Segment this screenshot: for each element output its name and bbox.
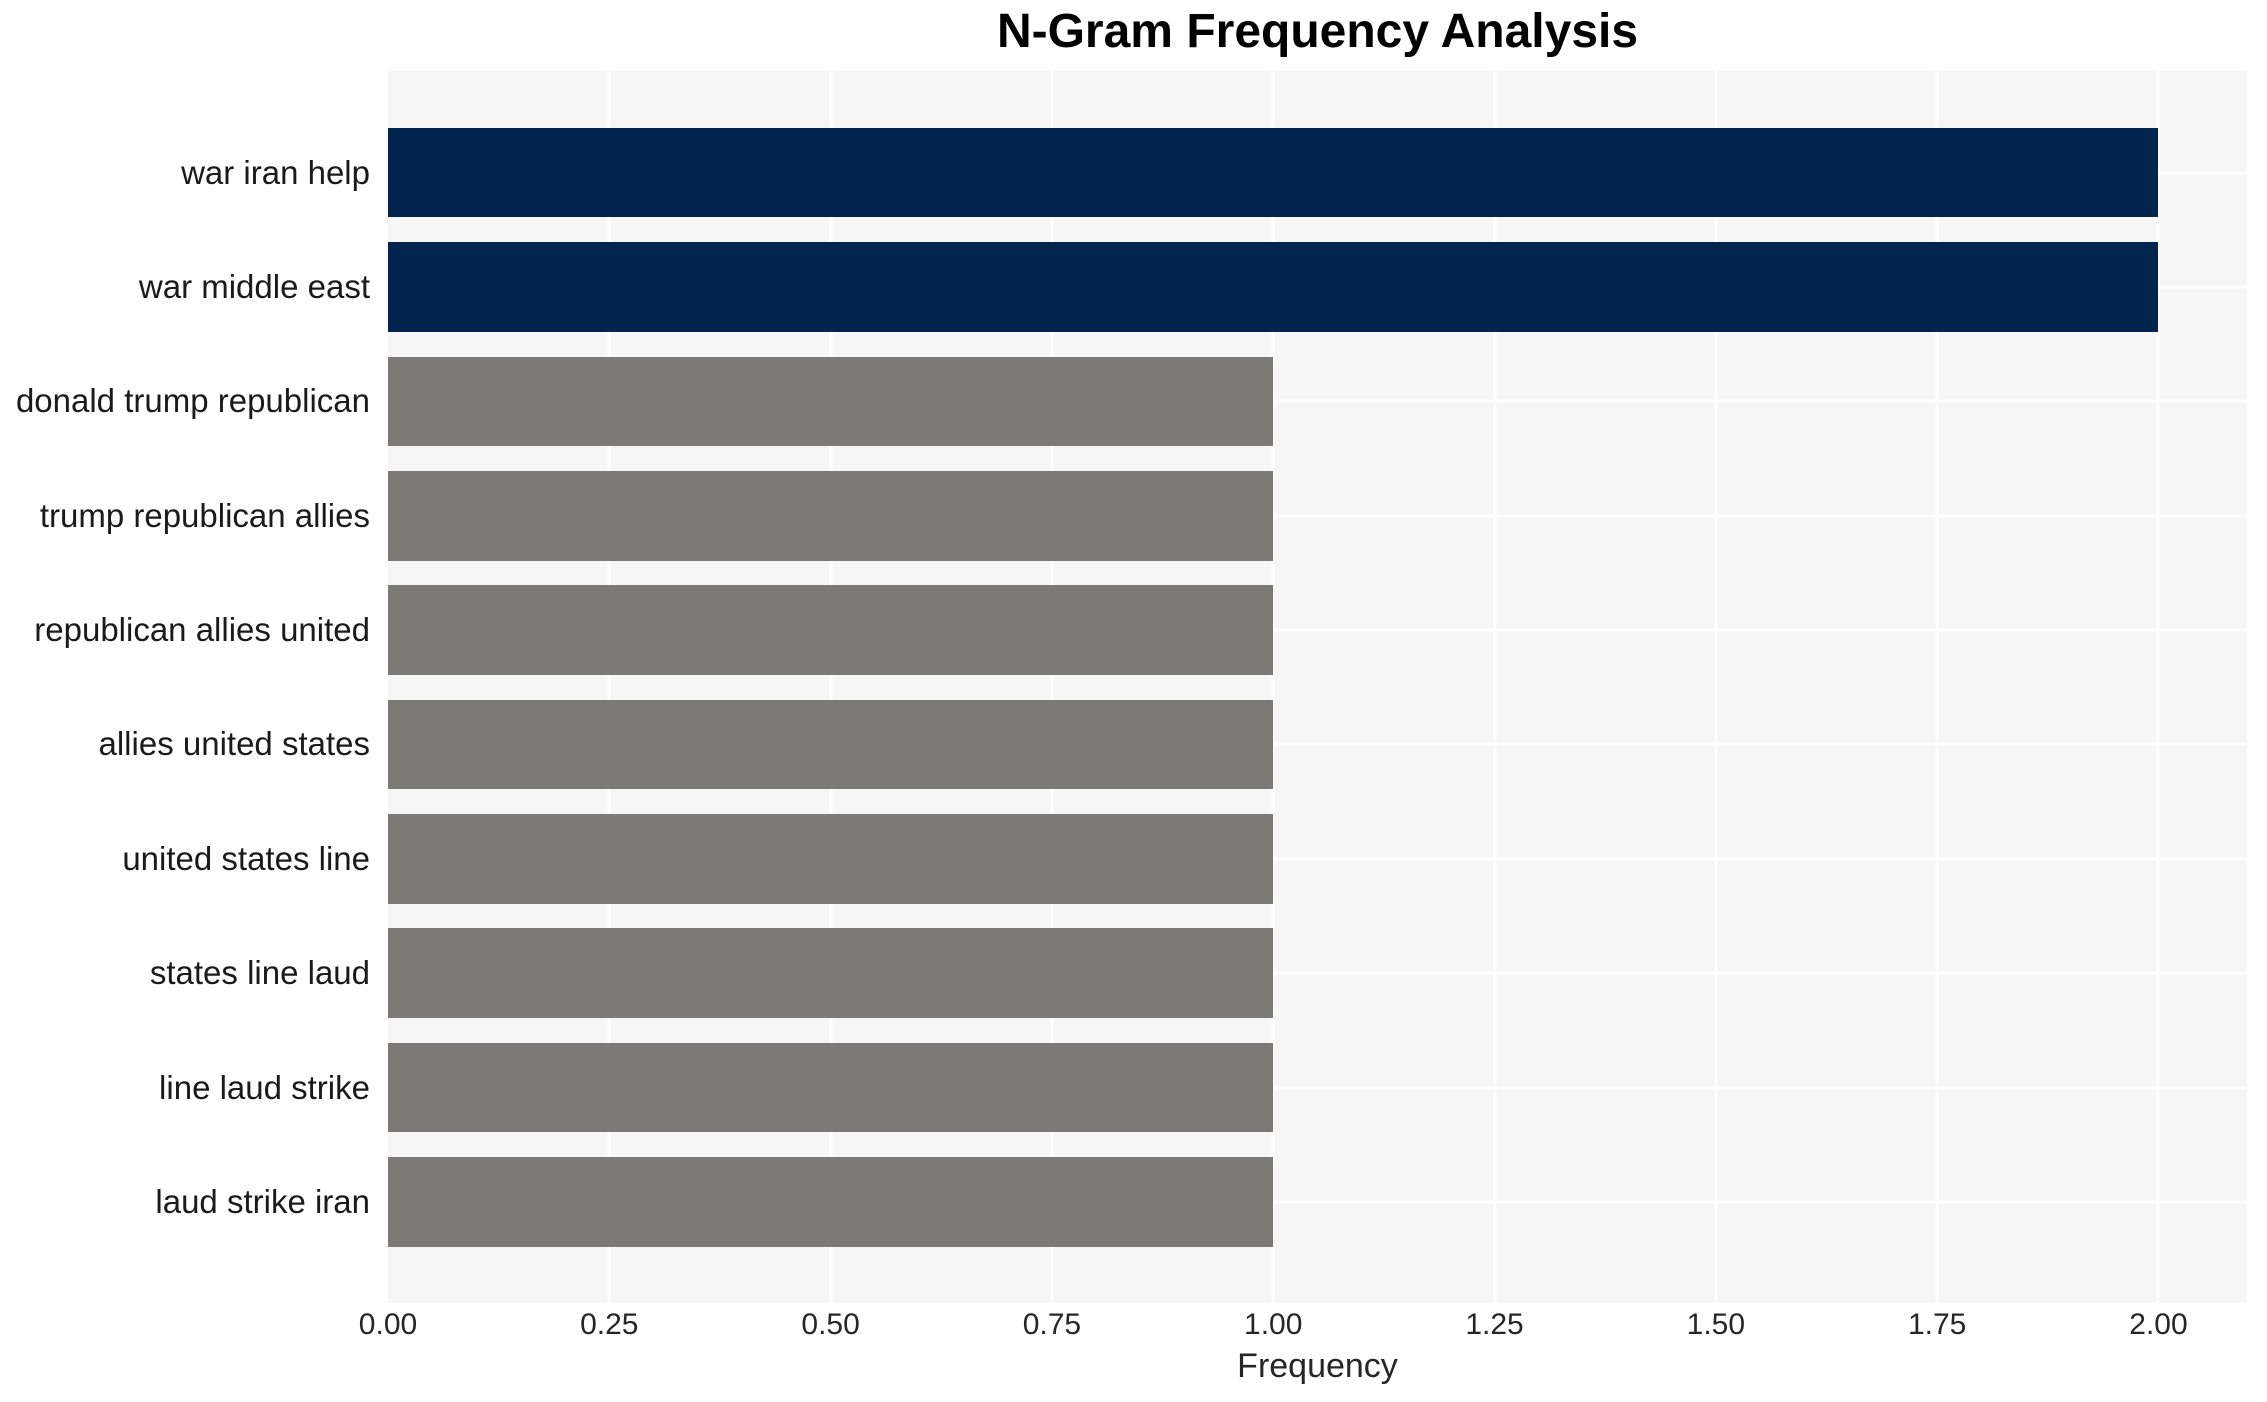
x-tick-label: 1.00 (1244, 1308, 1303, 1341)
vertical-gridline (829, 71, 833, 1303)
bar-trump-republican-allies (388, 471, 1274, 561)
bar-war-iran-help (388, 127, 2159, 218)
y-tick-label: united states line (122, 839, 370, 877)
y-tick-label: line laud strike (159, 1068, 370, 1106)
bar-war-middle-east (388, 242, 2159, 332)
horizontal-gridline (388, 399, 2247, 403)
x-tick-label: 0.75 (1022, 1308, 1082, 1341)
x-tick-label: 2.00 (2129, 1308, 2188, 1341)
x-tick-label: 0.00 (358, 1308, 418, 1341)
chart-title: N-Gram Frequency Analysis (996, 5, 1639, 58)
vertical-gridline (1935, 71, 1939, 1303)
plot-area (388, 71, 2247, 1303)
x-tick-label: 1.75 (1907, 1308, 1967, 1341)
x-tick-label: 0.25 (580, 1308, 639, 1341)
horizontal-gridline (388, 742, 2247, 746)
y-tick-label: donald trump republican (15, 382, 370, 420)
vertical-gridline (1271, 71, 1275, 1303)
y-tick-label: allies united states (98, 725, 371, 763)
y-tick-label: war iran help (181, 153, 370, 191)
x-tick-label: 1.50 (1686, 1308, 1746, 1341)
bar-donald-trump-republican (388, 356, 1274, 447)
y-tick-label: states line laud (149, 954, 370, 992)
vertical-gridline (2156, 71, 2160, 1303)
y-tick-label: republican allies united (34, 611, 370, 649)
vertical-gridline (1714, 71, 1718, 1303)
y-tick-label: trump republican allies (39, 496, 370, 534)
horizontal-gridline (388, 1200, 2247, 1204)
y-tick-label: war middle east (138, 268, 370, 306)
vertical-gridline (607, 71, 611, 1303)
horizontal-gridline (388, 1086, 2247, 1089)
y-tick-label: laud strike iran (155, 1182, 370, 1220)
horizontal-gridline (388, 857, 2247, 861)
bar-line-laud-strike (388, 1042, 1274, 1133)
bar-states-line-laud (388, 928, 1274, 1018)
horizontal-gridline (388, 971, 2247, 975)
x-axis-label: Frequency (1237, 1347, 1398, 1385)
x-tick-label: 0.50 (801, 1308, 860, 1341)
vertical-gridline (1493, 71, 1497, 1303)
bar-laud-strike-iran (388, 1157, 1274, 1247)
horizontal-gridline (388, 628, 2247, 632)
bar-allies-united-states (388, 699, 1274, 790)
horizontal-gridline (388, 514, 2247, 518)
vertical-gridline (1050, 71, 1054, 1303)
bar-republican-allies-united (388, 585, 1274, 675)
bar-united-states-line (388, 814, 1274, 904)
x-tick-label: 1.25 (1465, 1308, 1524, 1341)
